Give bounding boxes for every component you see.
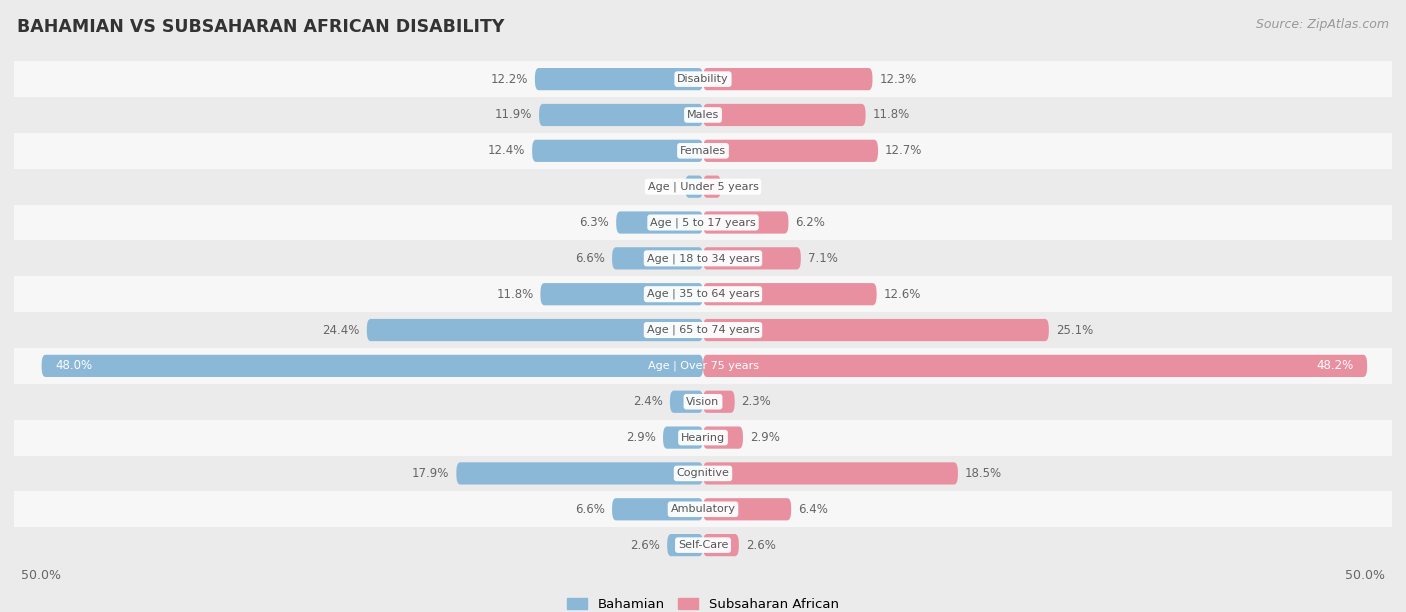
Text: 11.8%: 11.8%: [496, 288, 533, 300]
FancyBboxPatch shape: [703, 247, 801, 269]
FancyBboxPatch shape: [457, 462, 703, 485]
Text: Cognitive: Cognitive: [676, 468, 730, 479]
Text: Age | 5 to 17 years: Age | 5 to 17 years: [650, 217, 756, 228]
Text: 2.9%: 2.9%: [749, 431, 780, 444]
Text: 6.6%: 6.6%: [575, 252, 605, 265]
Text: 2.6%: 2.6%: [630, 539, 661, 551]
Text: Hearing: Hearing: [681, 433, 725, 442]
Text: 48.2%: 48.2%: [1316, 359, 1354, 372]
Text: Source: ZipAtlas.com: Source: ZipAtlas.com: [1256, 18, 1389, 31]
Text: 25.1%: 25.1%: [1056, 324, 1092, 337]
Bar: [14, 276, 1392, 312]
FancyBboxPatch shape: [664, 427, 703, 449]
Text: 6.2%: 6.2%: [796, 216, 825, 229]
Text: 6.6%: 6.6%: [575, 503, 605, 516]
Text: 1.3%: 1.3%: [648, 180, 678, 193]
Text: 50.0%: 50.0%: [21, 569, 60, 582]
FancyBboxPatch shape: [531, 140, 703, 162]
FancyBboxPatch shape: [42, 355, 703, 377]
FancyBboxPatch shape: [538, 104, 703, 126]
Bar: [14, 312, 1392, 348]
Text: 1.3%: 1.3%: [728, 180, 758, 193]
Bar: [14, 204, 1392, 241]
Bar: [14, 455, 1392, 491]
Legend: Bahamian, Subsaharan African: Bahamian, Subsaharan African: [562, 593, 844, 612]
Text: 12.2%: 12.2%: [491, 73, 529, 86]
FancyBboxPatch shape: [540, 283, 703, 305]
FancyBboxPatch shape: [703, 427, 742, 449]
FancyBboxPatch shape: [703, 104, 866, 126]
Text: Age | Under 5 years: Age | Under 5 years: [648, 181, 758, 192]
FancyBboxPatch shape: [668, 534, 703, 556]
FancyBboxPatch shape: [367, 319, 703, 341]
FancyBboxPatch shape: [612, 247, 703, 269]
FancyBboxPatch shape: [703, 355, 1367, 377]
FancyBboxPatch shape: [703, 534, 738, 556]
Text: 2.4%: 2.4%: [633, 395, 664, 408]
Text: Females: Females: [681, 146, 725, 156]
Text: 6.3%: 6.3%: [579, 216, 609, 229]
FancyBboxPatch shape: [669, 390, 703, 413]
FancyBboxPatch shape: [616, 211, 703, 234]
Bar: [14, 241, 1392, 276]
Bar: [14, 348, 1392, 384]
Text: 11.9%: 11.9%: [495, 108, 531, 121]
FancyBboxPatch shape: [703, 176, 721, 198]
Text: Age | 65 to 74 years: Age | 65 to 74 years: [647, 325, 759, 335]
Text: 2.9%: 2.9%: [626, 431, 657, 444]
Text: Disability: Disability: [678, 74, 728, 84]
Bar: [14, 169, 1392, 204]
Text: 12.4%: 12.4%: [488, 144, 526, 157]
FancyBboxPatch shape: [703, 390, 735, 413]
FancyBboxPatch shape: [612, 498, 703, 520]
FancyBboxPatch shape: [685, 176, 703, 198]
FancyBboxPatch shape: [703, 140, 877, 162]
Text: Vision: Vision: [686, 397, 720, 407]
FancyBboxPatch shape: [703, 283, 876, 305]
Text: 24.4%: 24.4%: [322, 324, 360, 337]
Bar: [14, 133, 1392, 169]
Text: 12.6%: 12.6%: [883, 288, 921, 300]
Text: 48.0%: 48.0%: [55, 359, 93, 372]
FancyBboxPatch shape: [703, 68, 873, 90]
Bar: [14, 384, 1392, 420]
FancyBboxPatch shape: [534, 68, 703, 90]
Text: Self-Care: Self-Care: [678, 540, 728, 550]
Text: BAHAMIAN VS SUBSAHARAN AFRICAN DISABILITY: BAHAMIAN VS SUBSAHARAN AFRICAN DISABILIT…: [17, 18, 505, 36]
Text: 6.4%: 6.4%: [799, 503, 828, 516]
Bar: [14, 97, 1392, 133]
Text: Age | 35 to 64 years: Age | 35 to 64 years: [647, 289, 759, 299]
Text: 2.6%: 2.6%: [745, 539, 776, 551]
Bar: [14, 61, 1392, 97]
FancyBboxPatch shape: [703, 498, 792, 520]
Text: 18.5%: 18.5%: [965, 467, 1002, 480]
Bar: [14, 420, 1392, 455]
Text: 50.0%: 50.0%: [1346, 569, 1385, 582]
Bar: [14, 527, 1392, 563]
FancyBboxPatch shape: [703, 462, 957, 485]
Text: 12.7%: 12.7%: [884, 144, 922, 157]
Text: Age | Over 75 years: Age | Over 75 years: [648, 360, 758, 371]
Text: 11.8%: 11.8%: [873, 108, 910, 121]
Text: Ambulatory: Ambulatory: [671, 504, 735, 514]
Text: 17.9%: 17.9%: [412, 467, 450, 480]
Text: 12.3%: 12.3%: [879, 73, 917, 86]
Text: Age | 18 to 34 years: Age | 18 to 34 years: [647, 253, 759, 264]
Text: 2.3%: 2.3%: [741, 395, 772, 408]
Bar: [14, 491, 1392, 527]
Text: Males: Males: [688, 110, 718, 120]
Text: 7.1%: 7.1%: [807, 252, 838, 265]
FancyBboxPatch shape: [703, 319, 1049, 341]
FancyBboxPatch shape: [703, 211, 789, 234]
